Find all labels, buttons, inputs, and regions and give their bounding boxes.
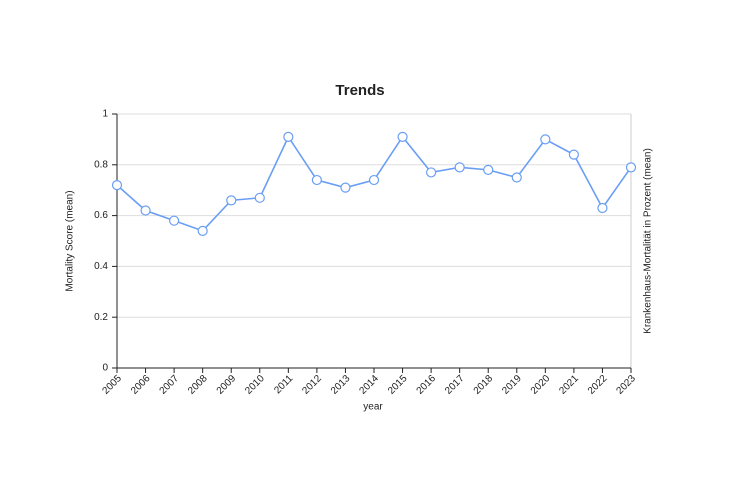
y-tick-label: 0.4 xyxy=(94,261,108,272)
point xyxy=(311,174,322,186)
y2-axis-label: Krankenhaus-Mortalität in Prozent (mean) xyxy=(643,148,654,334)
x-tick-label: 2022 xyxy=(586,373,610,397)
x-axis-label: year xyxy=(363,402,383,413)
y-tick-label: 0.6 xyxy=(94,210,108,221)
point xyxy=(397,131,408,142)
point xyxy=(283,131,294,142)
x-tick-label: 2018 xyxy=(472,373,496,397)
point xyxy=(426,167,437,178)
x-tick-label: 2019 xyxy=(500,373,524,397)
y-tick-label: 0.2 xyxy=(94,312,108,323)
x-tick-label: 2011 xyxy=(272,373,295,396)
point xyxy=(340,182,351,193)
x-tick-label: 2012 xyxy=(300,373,324,397)
point xyxy=(540,134,551,145)
point xyxy=(511,172,522,183)
x-tick-label: 2006 xyxy=(129,373,153,397)
point xyxy=(169,215,180,226)
y-axis-label: Mortality Score (mean) xyxy=(65,190,76,291)
y-tick-label: 0 xyxy=(102,363,108,374)
point xyxy=(568,149,579,160)
y-tick-label: 0.8 xyxy=(94,159,108,170)
x-tick-label: 2016 xyxy=(415,373,439,397)
y-tick-label: 1 xyxy=(102,109,108,120)
x-tick-label: 2010 xyxy=(243,373,267,397)
x-tick-label: 2005 xyxy=(100,373,124,397)
chart-title: Trends xyxy=(335,82,384,99)
x-tick-label: 2015 xyxy=(386,373,410,397)
point xyxy=(197,225,208,236)
x-tick-label: 2008 xyxy=(186,373,210,397)
point xyxy=(140,205,151,216)
x-tick-label: 2020 xyxy=(529,373,553,397)
point xyxy=(454,162,465,173)
x-tick-label: 2023 xyxy=(614,373,638,397)
point xyxy=(368,174,380,186)
x-tick-label: 2017 xyxy=(443,373,467,397)
x-tick-label: 2014 xyxy=(357,373,381,397)
x-tick-label: 2007 xyxy=(158,373,182,397)
x-tick-label: 2013 xyxy=(329,373,353,397)
point xyxy=(254,192,265,203)
x-tick-label: 2021 xyxy=(557,373,581,397)
point xyxy=(597,202,608,214)
x-tick-label: 2009 xyxy=(215,373,239,397)
point xyxy=(483,164,494,175)
point xyxy=(226,195,237,206)
point xyxy=(111,180,123,191)
point xyxy=(625,162,637,173)
